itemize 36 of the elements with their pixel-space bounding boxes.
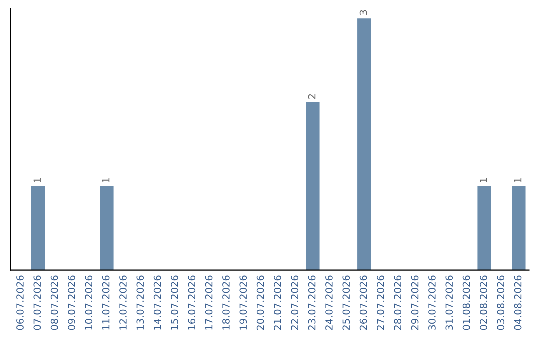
x-tick-label: 19.07.2026: [240, 276, 248, 330]
x-tick-label: 14.07.2026: [154, 276, 162, 330]
x-tick-label: 26.07.2026: [360, 276, 368, 330]
data-label: 1: [102, 178, 110, 183]
x-tick-label: 29.07.2026: [411, 276, 419, 330]
x-tick-label: 27.07.2026: [377, 276, 384, 330]
x-tick-label: 11.07.2026: [102, 276, 110, 330]
x-tick-label: 08.07.2026: [50, 276, 58, 330]
x-tick-label: 28.07.2026: [394, 276, 402, 330]
x-tick-label: 03.08.2026: [497, 276, 505, 330]
x-tick-label: 12.07.2026: [120, 276, 127, 330]
data-label: 2: [308, 94, 316, 99]
x-tick-label: 31.07.2026: [446, 276, 454, 330]
x-tick-label: 21.07.2026: [274, 276, 282, 330]
x-tick-label: 04.08.2026: [514, 276, 522, 330]
x-tick-label: 06.07.2026: [16, 276, 24, 330]
x-tick-label: 10.07.2026: [85, 276, 93, 330]
x-tick-label: 09.07.2026: [68, 276, 76, 330]
x-tick-label: 01.08.2026: [462, 276, 470, 330]
x-tick-label: 30.07.2026: [428, 276, 436, 330]
x-tick-label: 25.07.2026: [342, 276, 350, 330]
data-label: 1: [480, 178, 488, 183]
x-tick-label: 22.07.2026: [291, 276, 299, 330]
x-tick-label: 02.08.2026: [480, 276, 488, 330]
x-tick-label: 24.07.2026: [326, 276, 333, 330]
x-tick-label: 18.07.2026: [222, 276, 230, 330]
x-tick-label: 13.07.2026: [136, 276, 144, 330]
x-tick-label: 23.07.2026: [308, 276, 316, 330]
x-tick-label: 07.07.2026: [34, 276, 42, 330]
data-label: 3: [360, 10, 368, 16]
x-tick-label: 20.07.2026: [256, 276, 264, 330]
x-tick-label: 17.07.2026: [205, 276, 213, 330]
data-label: 1: [34, 178, 41, 183]
data-label: 1: [514, 178, 522, 183]
x-tick-label: 16.07.2026: [188, 276, 196, 330]
x-tick-label: 15.07.2026: [171, 276, 178, 330]
